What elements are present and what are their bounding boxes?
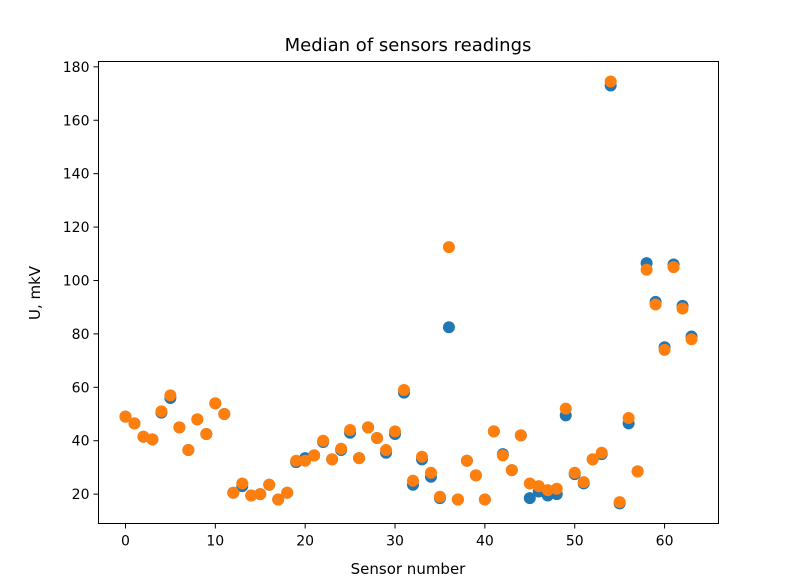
series-2-point-51 — [577, 476, 590, 489]
series-2-point-39 — [469, 469, 482, 482]
y-tick-label: 60 — [72, 380, 90, 396]
x-tick-label: 20 — [296, 534, 314, 550]
series-2-point-43 — [505, 464, 518, 477]
series-2-point-53 — [595, 446, 608, 459]
series-2-point-10 — [209, 397, 222, 410]
plot-frame — [98, 61, 719, 524]
series-1-point-45 — [523, 492, 536, 505]
series-2-point-25 — [344, 424, 357, 437]
series-2-point-31 — [398, 383, 411, 396]
series-2-point-5 — [164, 389, 177, 402]
series-2-point-49 — [559, 402, 572, 415]
x-tick-label: 40 — [476, 534, 494, 550]
series-2-point-11 — [218, 408, 231, 421]
x-axis-ticks: 0 10 20 30 40 50 60 — [121, 523, 674, 550]
series-2-point-20 — [299, 454, 312, 467]
series-2-point-27 — [362, 421, 375, 434]
series-2-point-56 — [622, 412, 635, 425]
y-axis-ticks: 20 40 60 80 100 120 140 160 180 — [63, 60, 99, 503]
series-2-point-61 — [667, 261, 680, 274]
series-2-point-26 — [353, 452, 366, 465]
series-2-point-38 — [460, 454, 473, 467]
x-tick-label: 60 — [656, 534, 674, 550]
series-2-point-41 — [487, 425, 500, 438]
series-2-point-1 — [128, 417, 141, 430]
series-2-point-15 — [254, 488, 267, 501]
series-2-point-18 — [281, 486, 294, 499]
y-tick-label: 140 — [63, 167, 90, 183]
x-tick-label: 30 — [386, 534, 404, 550]
series-2-point-12 — [227, 486, 240, 499]
series-2-point-33 — [415, 450, 428, 463]
series-2-point-57 — [631, 465, 644, 478]
series-2-point-8 — [191, 413, 204, 426]
series-2-point-28 — [371, 432, 384, 445]
series-2-point-36 — [442, 241, 455, 254]
series-2-point-6 — [173, 421, 186, 434]
x-tick-label: 50 — [566, 534, 584, 550]
series-2-point-50 — [568, 466, 581, 479]
x-tick-label: 10 — [206, 534, 224, 550]
series-2-point-37 — [451, 493, 464, 506]
y-tick-label: 20 — [72, 487, 90, 503]
series-2-point-29 — [380, 444, 393, 457]
series-2-point-42 — [496, 449, 509, 462]
series-2-point-62 — [676, 302, 689, 315]
x-axis-label: Sensor number — [351, 560, 467, 578]
series-2-point-4 — [155, 405, 168, 418]
series-2-point-23 — [326, 453, 339, 466]
y-axis-label: U, mkV — [26, 265, 44, 320]
y-tick-label: 100 — [63, 273, 90, 289]
series-2-point-48 — [550, 482, 563, 495]
series-2-point-13 — [236, 477, 249, 490]
series-1-point-36 — [442, 321, 455, 334]
series-2-point-9 — [200, 428, 213, 441]
series-2-point-30 — [389, 425, 402, 438]
series-2-point-22 — [317, 434, 330, 447]
series-2-point-58 — [640, 263, 653, 276]
y-tick-label: 120 — [63, 220, 90, 236]
series-2-point-0 — [119, 410, 132, 423]
series-2-point-32 — [406, 474, 419, 487]
chart-title: Median of sensors readings — [285, 35, 532, 56]
series-2-point-16 — [263, 478, 276, 491]
x-tick-label: 0 — [121, 534, 130, 550]
series-2-point-55 — [613, 496, 626, 509]
y-tick-label: 180 — [63, 60, 90, 76]
series-2-point-46 — [532, 480, 545, 493]
series-2-point-40 — [478, 493, 491, 506]
y-tick-label: 40 — [72, 434, 90, 450]
series-2-point-24 — [335, 442, 348, 455]
series-2-point-34 — [424, 466, 437, 479]
series-2-point-17 — [272, 493, 285, 506]
series-2-point-7 — [182, 444, 195, 457]
series-2-point-54 — [604, 75, 617, 88]
series-2-point-47 — [541, 484, 554, 497]
series-2-point-21 — [308, 449, 321, 462]
y-tick-label: 80 — [72, 327, 90, 343]
series-2-point-44 — [514, 429, 527, 442]
series-2-point-19 — [290, 454, 303, 467]
series-2-point-14 — [245, 489, 258, 502]
y-tick-label: 160 — [63, 113, 90, 129]
series-2-point-35 — [433, 490, 446, 503]
data-points — [119, 75, 698, 510]
series-2-point-52 — [586, 453, 599, 466]
series-2-point-60 — [658, 343, 671, 356]
series-2-point-63 — [685, 333, 698, 346]
series-2-point-3 — [146, 433, 159, 446]
series-2-point-59 — [649, 298, 662, 311]
